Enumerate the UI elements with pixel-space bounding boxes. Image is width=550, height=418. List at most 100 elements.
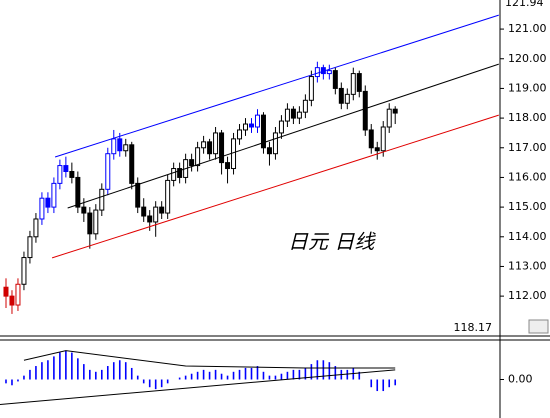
y-tick-label: 0.00: [508, 373, 533, 386]
histogram-bar: [77, 358, 79, 380]
candle-body: [111, 138, 117, 155]
candle-body: [392, 108, 398, 114]
candle-body: [63, 165, 69, 173]
candle-body: [3, 286, 9, 297]
histogram-bar: [166, 379, 169, 384]
candle-body: [290, 108, 296, 119]
histogram-bar: [41, 362, 43, 380]
histogram-bar: [59, 352, 61, 380]
candle-body: [296, 111, 302, 119]
candle-body: [338, 87, 344, 104]
histogram-bar: [274, 375, 277, 380]
histogram-bar: [148, 379, 151, 388]
histogram-bar: [106, 366, 109, 380]
y-tick-label: 112.00: [508, 289, 547, 302]
histogram-bar: [388, 379, 391, 388]
histogram-bar: [316, 360, 319, 380]
candle-body: [15, 283, 21, 306]
histogram-bar: [232, 371, 235, 380]
y-tick-label: 121.00: [508, 22, 547, 35]
histogram-bar: [208, 371, 211, 380]
candle-body: [356, 73, 362, 92]
histogram-bar: [214, 369, 217, 380]
candle-body: [141, 206, 147, 217]
candle-body: [350, 73, 356, 95]
candle-body: [9, 295, 15, 306]
last-price-label: 118.17: [454, 321, 493, 334]
candle-body: [302, 99, 308, 113]
candle-body: [195, 147, 201, 167]
candle-body: [87, 212, 93, 235]
histogram-bar: [220, 373, 223, 380]
y-tick-label: 114.00: [508, 230, 547, 243]
histogram-bar: [118, 360, 121, 380]
histogram-bar: [370, 379, 373, 388]
candle-body: [207, 141, 213, 155]
candle-body: [231, 138, 237, 170]
histogram-bar: [394, 379, 397, 386]
channel-line: [0, 369, 396, 406]
candle-body: [189, 159, 195, 167]
candle-body: [248, 123, 254, 128]
candle-body: [278, 120, 284, 134]
histogram-bar: [142, 379, 145, 384]
histogram-bar: [95, 371, 97, 380]
y-tick-label: 119.00: [508, 81, 547, 94]
histogram-bar: [100, 369, 103, 380]
candle-body: [374, 147, 380, 152]
histogram-bar: [358, 371, 361, 380]
histogram-bar: [250, 367, 253, 380]
histogram-bar: [89, 369, 91, 380]
histogram-bar: [35, 366, 37, 380]
annotation: 日元 日线: [288, 230, 376, 254]
candle-body: [177, 168, 183, 178]
histogram-bar: [130, 367, 133, 380]
histogram-bar: [5, 379, 7, 384]
candle-body: [237, 129, 243, 140]
histogram-bar: [112, 362, 115, 380]
histogram-bar: [268, 375, 271, 380]
channel-line: [23, 350, 396, 369]
candle-body: [260, 114, 266, 149]
histogram-bar: [328, 362, 331, 380]
histogram-bar: [376, 379, 379, 392]
candle-body: [254, 114, 260, 128]
histogram-bar: [160, 379, 163, 388]
candle-body: [39, 197, 45, 220]
candle-body: [266, 147, 272, 155]
candle-body: [386, 108, 392, 128]
candle-body: [201, 141, 207, 149]
candle-body: [69, 171, 75, 178]
candle-body: [51, 182, 57, 208]
candle-body: [362, 90, 368, 131]
histogram-bar: [17, 379, 19, 382]
histogram-bar: [382, 379, 385, 392]
candle-body: [243, 123, 249, 131]
histogram-bar: [304, 367, 307, 380]
candle-body: [368, 129, 374, 149]
candle-body: [284, 108, 290, 122]
histogram-bar: [310, 364, 313, 380]
candle-body: [57, 165, 63, 184]
histogram-bar: [83, 364, 85, 380]
candle-body: [153, 206, 159, 223]
histogram-bar: [190, 373, 193, 380]
histogram-bar: [346, 369, 349, 380]
candle-body: [165, 179, 171, 214]
histogram-bar: [178, 377, 181, 380]
candle-body: [159, 206, 165, 214]
histogram-bar: [238, 369, 241, 380]
histogram-bar: [53, 356, 55, 380]
high-price-label: 121.94: [505, 0, 544, 9]
candle-body: [117, 138, 123, 152]
histogram-bar: [136, 375, 139, 380]
channel-line: [54, 14, 499, 158]
histogram-bar: [154, 379, 157, 390]
candle-body: [123, 144, 129, 152]
y-tick-label: 118.00: [508, 111, 547, 124]
histogram-bar: [11, 379, 13, 386]
histogram-bar: [262, 371, 265, 380]
candle-body: [81, 206, 87, 214]
